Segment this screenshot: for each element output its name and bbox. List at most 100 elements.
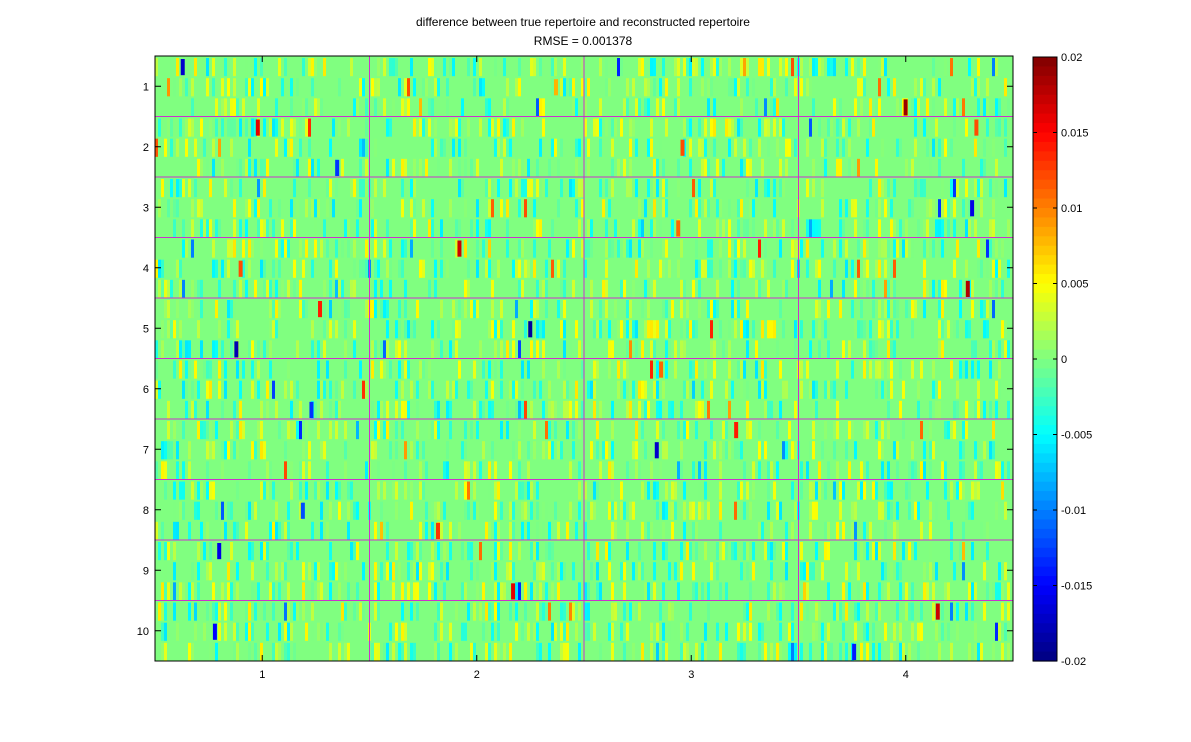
- heatmap-cell: [656, 158, 659, 177]
- heatmap-cell: [293, 642, 296, 661]
- heatmap-cell: [524, 158, 527, 177]
- colorbar-segment: [1033, 434, 1057, 445]
- heatmap-cell: [476, 542, 479, 561]
- heatmap-cell: [467, 542, 470, 561]
- heatmap-cell: [338, 118, 341, 137]
- heatmap-cell: [1007, 602, 1010, 621]
- heatmap-cell: [251, 239, 254, 258]
- heatmap-cell: [290, 421, 293, 440]
- heatmap-cell: [740, 138, 743, 157]
- heatmap-cell: [536, 179, 539, 198]
- heatmap-cell: [995, 118, 998, 137]
- heatmap-cell: [995, 400, 998, 419]
- heatmap-cell: [782, 441, 785, 460]
- heatmap-cell: [800, 642, 803, 661]
- heatmap-cell: [734, 300, 737, 319]
- heatmap-cell: [854, 622, 857, 641]
- heatmap-cell: [815, 259, 818, 278]
- heatmap-cell: [500, 582, 503, 601]
- heatmap-cell: [881, 239, 884, 258]
- heatmap-cell: [467, 259, 470, 278]
- heatmap-cell: [707, 259, 710, 278]
- heatmap-cell: [836, 360, 839, 379]
- heatmap-cell: [536, 562, 539, 581]
- heatmap-cell: [311, 320, 314, 339]
- heatmap-cell: [578, 421, 581, 440]
- heatmap-cell: [440, 259, 443, 278]
- heatmap-cell: [530, 501, 533, 520]
- heatmap-cell: [461, 542, 464, 561]
- heatmap-cell: [935, 622, 938, 641]
- heatmap-cell: [852, 643, 857, 660]
- heatmap-cell: [515, 78, 518, 97]
- heatmap-cell: [419, 98, 422, 117]
- heatmap-cell: [764, 219, 767, 238]
- heatmap-cell: [710, 380, 713, 399]
- heatmap-cell: [863, 219, 866, 238]
- heatmap-cell: [842, 138, 845, 157]
- heatmap-cell: [419, 259, 422, 278]
- heatmap-cell: [326, 622, 329, 641]
- heatmap-cell: [896, 542, 899, 561]
- heatmap-cell: [539, 58, 542, 77]
- heatmap-cell: [641, 58, 644, 77]
- heatmap-cell: [614, 501, 617, 520]
- heatmap-cell: [287, 360, 290, 379]
- heatmap-cell: [854, 98, 857, 117]
- heatmap-cell: [257, 360, 260, 379]
- heatmap-cell: [329, 400, 332, 419]
- heatmap-cell: [260, 441, 263, 460]
- heatmap-cell: [581, 138, 584, 157]
- heatmap-cell: [659, 400, 662, 419]
- heatmap-cell: [233, 521, 236, 540]
- heatmap-cell: [956, 602, 959, 621]
- heatmap-cell: [350, 481, 353, 500]
- heatmap-cell: [878, 360, 881, 379]
- heatmap-cell: [557, 521, 560, 540]
- heatmap-cell: [818, 602, 821, 621]
- heatmap-cell: [215, 421, 218, 440]
- heatmap-cell: [356, 542, 359, 561]
- heatmap-cell: [881, 441, 884, 460]
- heatmap-cell: [941, 602, 944, 621]
- heatmap-cell: [431, 138, 434, 157]
- heatmap-cell: [203, 622, 206, 641]
- heatmap-cell: [209, 179, 212, 198]
- heatmap-cell: [410, 320, 413, 339]
- heatmap-cell: [890, 562, 893, 581]
- heatmap-cell: [539, 562, 542, 581]
- y-tick-label: 7: [143, 444, 149, 456]
- heatmap-cell: [743, 320, 746, 339]
- heatmap-cell: [401, 582, 404, 601]
- heatmap-cell: [971, 501, 974, 520]
- colorbar-segment: [1033, 594, 1057, 605]
- heatmap-cell: [527, 622, 530, 641]
- heatmap-cell: [752, 78, 755, 97]
- heatmap-cell: [536, 501, 539, 520]
- heatmap-cell: [314, 562, 317, 581]
- heatmap-cell: [176, 138, 179, 157]
- heatmap-cell: [770, 542, 773, 561]
- heatmap-cell: [497, 582, 500, 601]
- heatmap-cell: [440, 138, 443, 157]
- heatmap-cell: [638, 380, 641, 399]
- heatmap-cell: [692, 461, 695, 480]
- heatmap-cell: [923, 441, 926, 460]
- heatmap-cell: [488, 259, 491, 278]
- heatmap-cell: [224, 58, 227, 77]
- heatmap-cell: [497, 138, 500, 157]
- heatmap-cell: [272, 300, 275, 319]
- heatmap-cell: [221, 340, 224, 359]
- heatmap-cell: [428, 98, 431, 117]
- heatmap-cell: [857, 481, 860, 500]
- heatmap-cell: [662, 158, 665, 177]
- heatmap-cell: [887, 78, 890, 97]
- heatmap-cell: [656, 179, 659, 198]
- heatmap-cell: [614, 602, 617, 621]
- heatmap-cell: [983, 441, 986, 460]
- heatmap-cell: [785, 521, 788, 540]
- heatmap-cell: [1004, 138, 1007, 157]
- heatmap-cell: [551, 400, 554, 419]
- heatmap-cell: [878, 219, 881, 238]
- heatmap-cell: [758, 380, 761, 399]
